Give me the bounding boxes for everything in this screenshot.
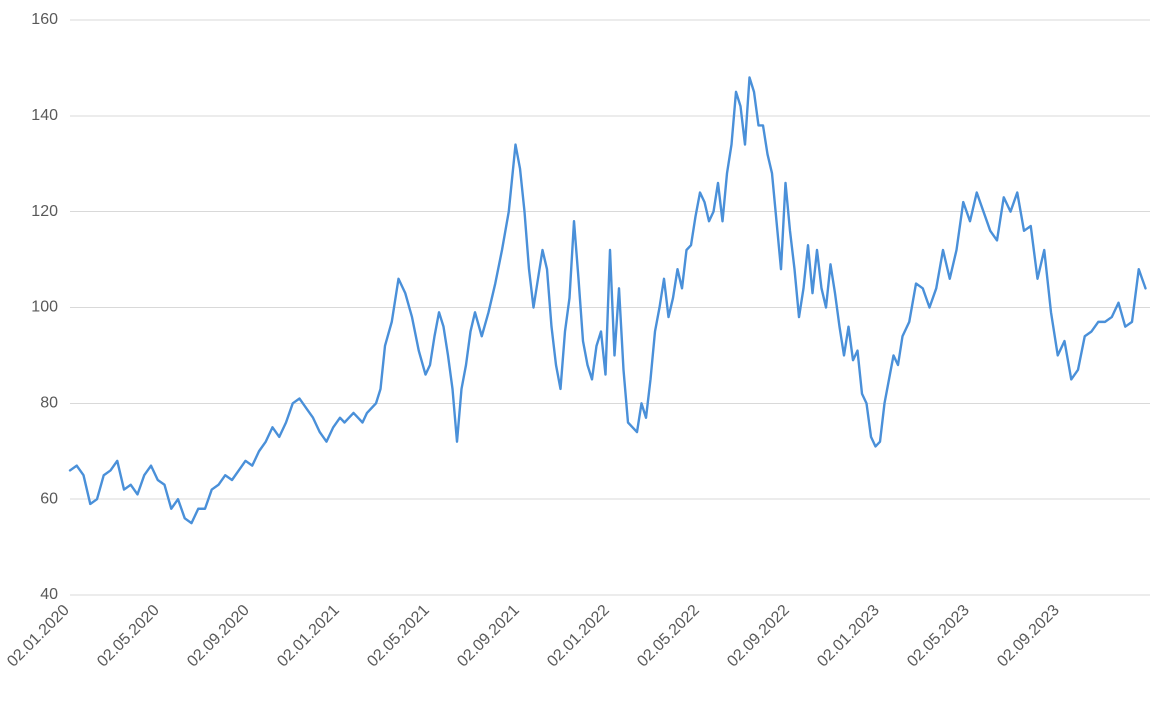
y-tick-label: 80 <box>40 395 58 412</box>
y-tick-label: 140 <box>31 107 58 124</box>
line-chart: 40608010012014016002.01.202002.05.202002… <box>0 0 1176 709</box>
y-tick-label: 120 <box>31 203 58 220</box>
y-tick-label: 160 <box>31 11 58 28</box>
y-tick-label: 60 <box>40 490 58 507</box>
y-tick-label: 100 <box>31 299 58 316</box>
chart-svg: 40608010012014016002.01.202002.05.202002… <box>0 0 1176 709</box>
y-tick-label: 40 <box>40 586 58 603</box>
